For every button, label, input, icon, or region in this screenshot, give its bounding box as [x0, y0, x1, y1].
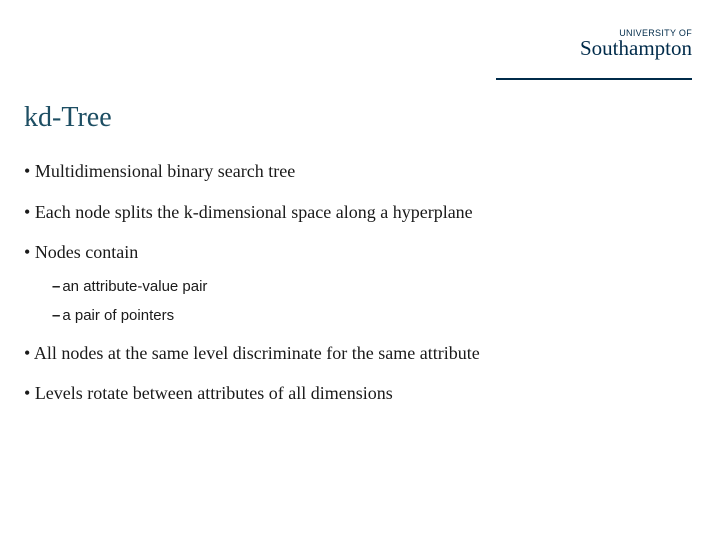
slide-content: • Multidimensional binary search tree • …	[24, 160, 696, 423]
sub-bullet-2: –a pair of pointers	[52, 307, 696, 324]
logo-title: Southampton	[580, 38, 692, 59]
bullet-4: • All nodes at the same level discrimina…	[24, 342, 696, 365]
bullet-2: • Each node splits the k-dimensional spa…	[24, 201, 696, 224]
slide-title: kd-Tree	[24, 102, 112, 134]
logo-underline	[496, 78, 692, 80]
bullet-1: • Multidimensional binary search tree	[24, 160, 696, 183]
sub-bullet-1: –an attribute-value pair	[52, 278, 696, 295]
bullet-3: • Nodes contain	[24, 241, 696, 264]
university-logo: UNIVERSITY OF Southampton	[580, 28, 692, 59]
bullet-5: • Levels rotate between attributes of al…	[24, 382, 696, 405]
